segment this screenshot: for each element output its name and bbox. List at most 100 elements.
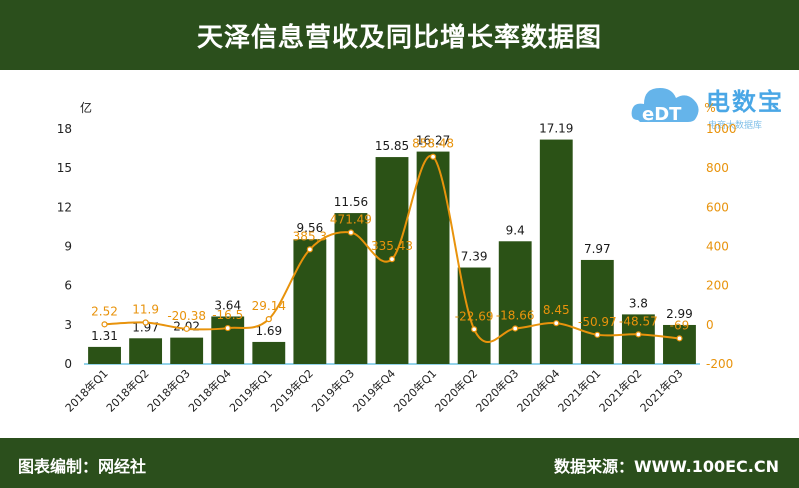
x-tick-label: 2021年Q1 [555,366,604,415]
line-point [635,331,642,338]
bar-value-label: 7.97 [584,242,611,256]
bar [580,259,614,364]
bar [170,337,204,364]
x-tick-label: 2018年Q3 [144,366,193,415]
line-value-label: -22.69 [455,309,494,323]
right-tick-label: 400 [706,240,729,254]
left-tick-label: 3 [64,318,72,332]
bar [252,341,286,364]
cloud-logo-text: eDT [642,104,682,125]
line-point [142,319,149,326]
x-tick-label: 2018年Q2 [103,366,152,415]
x-tick-label: 2020年Q2 [432,366,481,415]
right-tick-label: 200 [706,279,729,293]
line-value-label: 385.3 [293,229,327,243]
bar [621,314,655,364]
bar [88,346,121,364]
line-point [553,320,560,327]
cloud-logo-icon: eDT [631,88,699,125]
x-tick-label: 2019年Q4 [350,366,399,415]
line-value-label: -16.5 [212,308,243,322]
bar [211,316,245,364]
bar-value-label: 7.39 [461,250,488,264]
line-point [224,324,231,332]
line-value-label: 858.48 [412,137,454,151]
line-value-label: -50.97 [578,315,617,329]
line-point [594,331,601,338]
bar-value-label: 16.27 [416,134,450,148]
bar-value-label: 2.99 [666,307,693,321]
logo-subtitle: 电商大数据库 [708,121,763,131]
left-tick-label: 18 [57,122,72,136]
line-point [347,229,355,236]
bar-value-label: 9.56 [297,221,324,235]
bar-value-label: 11.56 [334,195,368,209]
line-value-label: 11.9 [132,303,159,317]
line-value-label: 471.49 [330,212,372,226]
x-axis-labels: 2018年Q12018年Q22018年Q32018年Q42019年Q12019年… [62,366,685,415]
x-tick-label: 2018年Q4 [185,366,234,415]
left-axis-unit: 亿 [80,100,92,115]
x-tick-label: 2020年Q4 [514,366,563,415]
footer-bar: 图表编制：网经社 数据来源：WWW.100EC.CN [0,438,799,488]
x-tick-label: 2019年Q1 [226,366,275,415]
x-tick-label: 2020年Q1 [391,366,440,415]
line-point [265,316,272,323]
line-value-label: 2.52 [91,304,118,318]
line-value-label: -18.66 [496,308,535,322]
line-point [512,325,519,332]
left-tick-label: 0 [64,357,72,371]
line-value-label: 29.14 [252,299,286,313]
revenue-growth-chart: 0 3 6 9 12 15 18 亿 -200 0 200 400 600 800 1000% 1.31 1.… [57,100,737,415]
right-tick-label: 1000 [706,122,737,136]
left-tick-label: 15 [57,161,72,175]
logo-brand: 电数宝 [706,88,784,116]
x-tick-label: 2021年Q2 [596,366,645,415]
line-value-label: 8.45 [543,303,570,317]
right-tick-label: 600 [706,200,729,214]
line-point [388,256,396,263]
right-tick-label: -200 [706,357,733,371]
x-tick-label: 2021年Q3 [637,366,686,415]
bar [498,241,532,364]
line-value-label: 335.43 [371,239,413,253]
bar-value-label: 17.19 [539,122,573,136]
bar [663,324,696,364]
bar [293,239,327,364]
left-tick-label: 9 [64,240,72,254]
bar-value-label: 9.4 [506,223,525,237]
page-title: 天泽信息营收及同比增长率数据图 [196,22,602,53]
bar-value-label: 1.31 [91,329,118,343]
right-axis-unit: % [704,101,715,115]
footer-credit: 图表编制：网经社 [18,457,147,476]
right-tick-label: 800 [706,161,729,175]
header-banner: 天泽信息营收及同比增长率数据图 [0,0,799,70]
footer-source: 数据来源：WWW.100EC.CN [553,457,779,476]
line-point [429,153,437,160]
bar [334,213,368,364]
growth-rate-line [104,155,680,344]
line-point [101,321,108,328]
line-point [676,335,683,342]
line-value-label: -48.57 [619,314,658,328]
line-value-label: -20.38 [167,309,206,323]
bar-value-label: 3.8 [629,296,648,310]
bar [416,151,450,364]
x-tick-label: 2018年Q1 [62,366,111,415]
left-tick-label: 6 [64,279,72,293]
bar [129,338,163,364]
line-series [101,153,683,344]
line-value-label: -69 [670,318,690,332]
x-tick-label: 2020年Q3 [473,366,522,415]
bar-value-label: 1.69 [255,324,282,338]
bar-series [88,139,696,364]
line-point [471,326,478,333]
line-point [306,246,313,253]
left-tick-label: 12 [57,200,72,214]
chart-axes: 0 3 6 9 12 15 18 亿 -200 0 200 400 600 800 1000% [57,100,737,371]
bar [539,139,573,364]
line-point [183,325,190,332]
x-tick-label: 2019年Q2 [267,366,316,415]
right-tick-label: 0 [706,318,714,332]
